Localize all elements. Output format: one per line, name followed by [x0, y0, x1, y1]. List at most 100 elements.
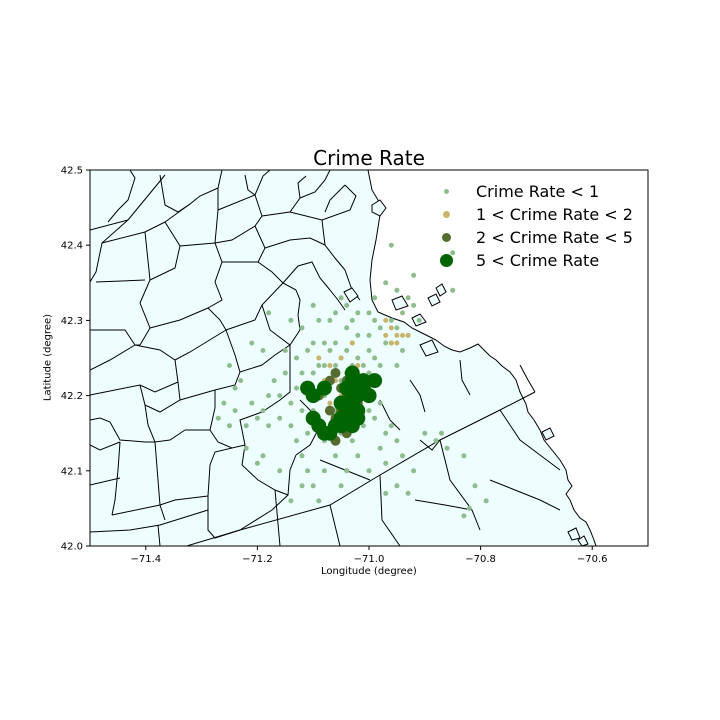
data-point	[299, 453, 305, 459]
data-point	[360, 363, 366, 368]
data-point	[372, 317, 378, 323]
data-point	[327, 317, 333, 323]
x-axis-label: Longitude (degree)	[321, 566, 417, 577]
data-point	[366, 348, 372, 353]
data-point	[344, 325, 350, 331]
data-point	[344, 365, 360, 381]
data-point	[277, 393, 283, 399]
data-point	[367, 373, 383, 389]
legend-label: 2 < Crime Rate < 5	[476, 228, 633, 247]
data-point	[254, 460, 260, 466]
data-point	[383, 317, 389, 323]
data-point	[249, 400, 255, 406]
data-point	[282, 348, 288, 353]
data-point	[327, 363, 333, 368]
y-tick-label: 42.5	[61, 166, 83, 177]
data-point	[394, 332, 400, 338]
data-point	[383, 490, 389, 496]
data-point	[294, 385, 299, 391]
data-point	[321, 363, 327, 368]
data-point	[388, 317, 394, 323]
y-tick-label: 42.2	[61, 391, 83, 402]
legend-item: 5 < Crime Rate	[440, 249, 633, 272]
data-point	[227, 363, 232, 368]
data-point	[394, 363, 400, 368]
data-point	[316, 317, 322, 323]
data-point	[400, 453, 405, 459]
data-point	[394, 438, 400, 444]
legend-marker-moderate	[443, 211, 450, 218]
data-point	[344, 302, 350, 308]
data-point	[377, 400, 383, 406]
data-point	[305, 468, 311, 474]
data-point	[333, 395, 349, 411]
data-point	[310, 483, 316, 489]
data-point	[349, 438, 355, 444]
data-point	[461, 513, 467, 519]
data-point	[227, 423, 232, 429]
data-point	[277, 415, 283, 421]
data-point	[310, 340, 316, 346]
data-point	[388, 340, 394, 346]
data-point	[327, 348, 333, 353]
data-point	[254, 415, 260, 421]
data-point	[422, 430, 428, 436]
data-point	[266, 393, 272, 399]
x-tick-label: −70.8	[465, 554, 496, 565]
data-point	[288, 423, 294, 429]
data-point	[299, 325, 305, 331]
data-point	[355, 332, 361, 338]
x-tick-label: −71.0	[354, 554, 385, 565]
data-point	[355, 310, 361, 316]
data-point	[466, 505, 472, 511]
data-point	[377, 325, 383, 331]
data-point	[333, 340, 338, 346]
data-point	[383, 280, 389, 286]
data-point	[383, 332, 389, 338]
data-point	[394, 340, 400, 346]
x-tick-label: −70.6	[577, 554, 608, 565]
data-point	[400, 348, 405, 353]
data-point	[260, 453, 266, 459]
data-point	[321, 340, 327, 346]
data-point	[372, 355, 378, 361]
x-tick-label: −71.2	[242, 554, 273, 565]
data-point	[338, 483, 344, 489]
data-point	[310, 370, 316, 376]
data-point	[383, 460, 389, 466]
data-point	[372, 415, 378, 421]
data-point	[266, 310, 272, 316]
data-point	[377, 363, 383, 368]
data-point	[388, 242, 394, 248]
legend-label: 1 < Crime Rate < 2	[476, 205, 633, 224]
data-point	[366, 408, 372, 414]
legend-marker-high	[442, 233, 451, 242]
data-point	[377, 445, 383, 451]
data-point	[305, 348, 311, 353]
data-point	[324, 405, 335, 416]
data-point	[333, 363, 338, 368]
data-point	[405, 295, 411, 301]
data-point	[355, 355, 361, 361]
data-point	[344, 348, 350, 353]
data-point	[305, 430, 311, 436]
data-point	[277, 468, 283, 474]
data-point	[405, 332, 411, 338]
data-point	[394, 483, 400, 489]
data-point	[372, 295, 378, 301]
data-point	[322, 425, 338, 441]
data-point	[433, 438, 439, 444]
data-point	[388, 423, 394, 429]
data-point	[416, 317, 422, 323]
legend-item: 2 < Crime Rate < 5	[440, 226, 633, 249]
data-point	[316, 380, 332, 396]
data-point	[249, 340, 255, 346]
data-point	[282, 370, 288, 376]
data-point	[338, 295, 344, 301]
data-point	[260, 348, 266, 353]
town-boundaries	[90, 170, 561, 546]
data-point	[232, 408, 238, 414]
data-point	[330, 368, 341, 378]
data-point	[411, 468, 417, 474]
legend: Crime Rate < 1 1 < Crime Rate < 2 2 < Cr…	[440, 180, 633, 272]
